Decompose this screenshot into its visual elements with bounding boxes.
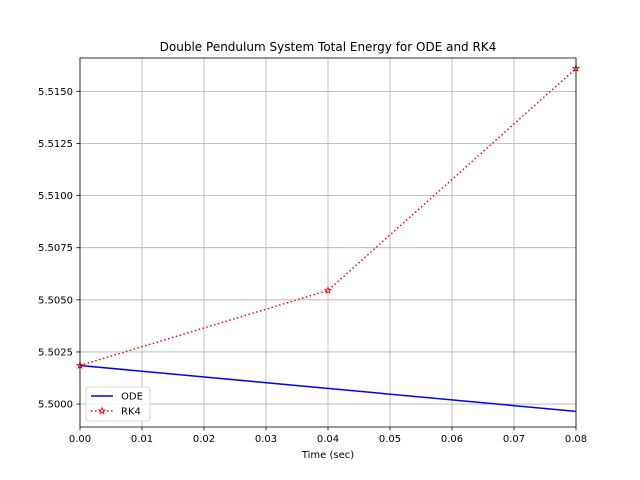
y-tick-label: 5.5150 [38,87,73,98]
series-line-rk4 [79,67,577,367]
chart-title: Double Pendulum System Total Energy for … [160,40,497,54]
legend-marker-rk4 [97,406,107,415]
x-tick-label: 0.05 [379,434,401,445]
y-tick-label: 5.5050 [38,295,73,306]
series-line-ode [79,364,577,413]
y-tick-label: 5.5100 [38,191,73,202]
x-tick-label: 0.01 [131,434,153,445]
y-tick-label: 5.5075 [38,243,73,254]
x-tick-label: 0.06 [441,434,463,445]
data-point-rk4 [323,286,333,295]
y-tick-label: 5.5025 [38,347,73,358]
x-axis-label: Time (sec) [301,450,354,461]
legend-label-rk4: RK4 [121,407,141,418]
y-tick-label: 5.5000 [38,400,73,411]
x-tick-label: 0.08 [565,434,587,445]
legend-label-ode: ODE [121,392,143,403]
legend: ODE RK4 [85,386,151,422]
x-tick-label: 0.04 [317,434,339,445]
x-tick-label: 0.07 [503,434,525,445]
x-tick-label: 0.03 [255,434,277,445]
series-ode [79,364,577,413]
x-tick-label: 0.00 [69,434,91,445]
y-tick-label: 5.5125 [38,139,73,150]
ticks: 0.00 0.01 0.02 0.03 0.04 0.05 0.06 0.07 0.08 5.50… [38,87,587,445]
x-tick-label: 0.02 [193,434,215,445]
